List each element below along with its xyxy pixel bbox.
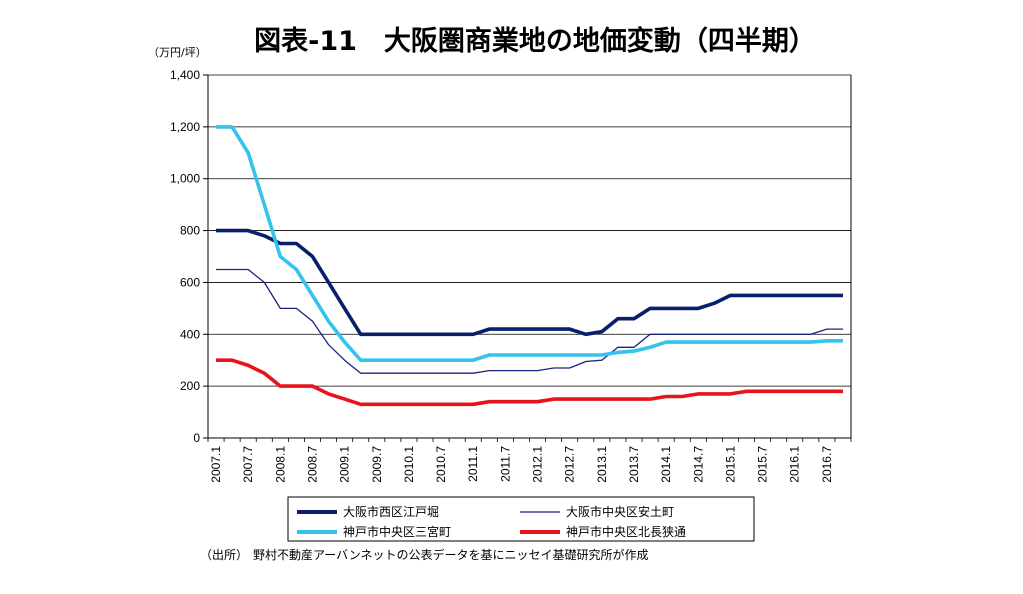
x-tick-label: 2011.1 <box>466 446 480 482</box>
series-line-1 <box>216 228 843 337</box>
x-tick-label: 2015.1 <box>723 446 737 483</box>
series-line-2 <box>216 268 843 374</box>
y-tick-label: 400 <box>180 327 200 341</box>
y-tick-label: 1,400 <box>170 68 200 82</box>
series-line-4 <box>216 358 843 407</box>
x-tick-label: 2010.7 <box>434 446 448 483</box>
x-tick-label: 2012.1 <box>531 446 545 483</box>
y-tick-label: 1,200 <box>170 120 200 134</box>
y-tick-label: 200 <box>180 379 200 393</box>
legend-label-2: 大阪市中央区安土町 <box>566 504 674 519</box>
y-tick-label: 800 <box>180 224 200 238</box>
plot-area <box>208 75 851 438</box>
x-tick-label: 2009.1 <box>338 446 352 483</box>
x-tick-label: 2013.1 <box>595 446 609 483</box>
x-tick-label: 2010.1 <box>402 446 416 483</box>
x-tick-label: 2008.7 <box>305 446 319 483</box>
y-tick-label: 1,000 <box>170 172 200 186</box>
x-tick-label: 2014.1 <box>659 446 673 483</box>
x-tick-label: 2014.7 <box>691 446 705 483</box>
legend-label-3: 神戸市中央区三宮町 <box>343 524 451 539</box>
legend-label-4: 神戸市中央区北長狭通 <box>566 524 686 539</box>
y-tick-label: 0 <box>193 431 200 445</box>
x-tick-label: 2013.7 <box>627 446 641 483</box>
series-line-3 <box>216 125 843 363</box>
x-tick-label: 2012.7 <box>563 446 577 483</box>
x-tick-label: 2008.1 <box>273 446 287 483</box>
source-text: 野村不動産アーバンネットの公表データを基にニッセイ基礎研究所が作成 <box>253 547 649 562</box>
source-label: （出所） <box>200 548 248 562</box>
x-tick-label: 2007.7 <box>241 446 255 483</box>
y-axis-unit-label: （万円/坪） <box>148 46 207 59</box>
y-tick-label: 600 <box>180 275 200 289</box>
chart-title: 図表-11 大阪圏商業地の地価変動（四半期） <box>254 25 816 57</box>
x-tick-label: 2011.7 <box>498 446 512 482</box>
x-tick-label: 2009.7 <box>370 446 384 483</box>
x-tick-label: 2016.7 <box>820 446 834 483</box>
x-tick-label: 2016.1 <box>788 446 802 483</box>
legend-label-1: 大阪市西区江戸堀 <box>343 504 439 519</box>
x-tick-label: 2007.1 <box>209 446 223 483</box>
x-tick-label: 2015.7 <box>756 446 770 483</box>
